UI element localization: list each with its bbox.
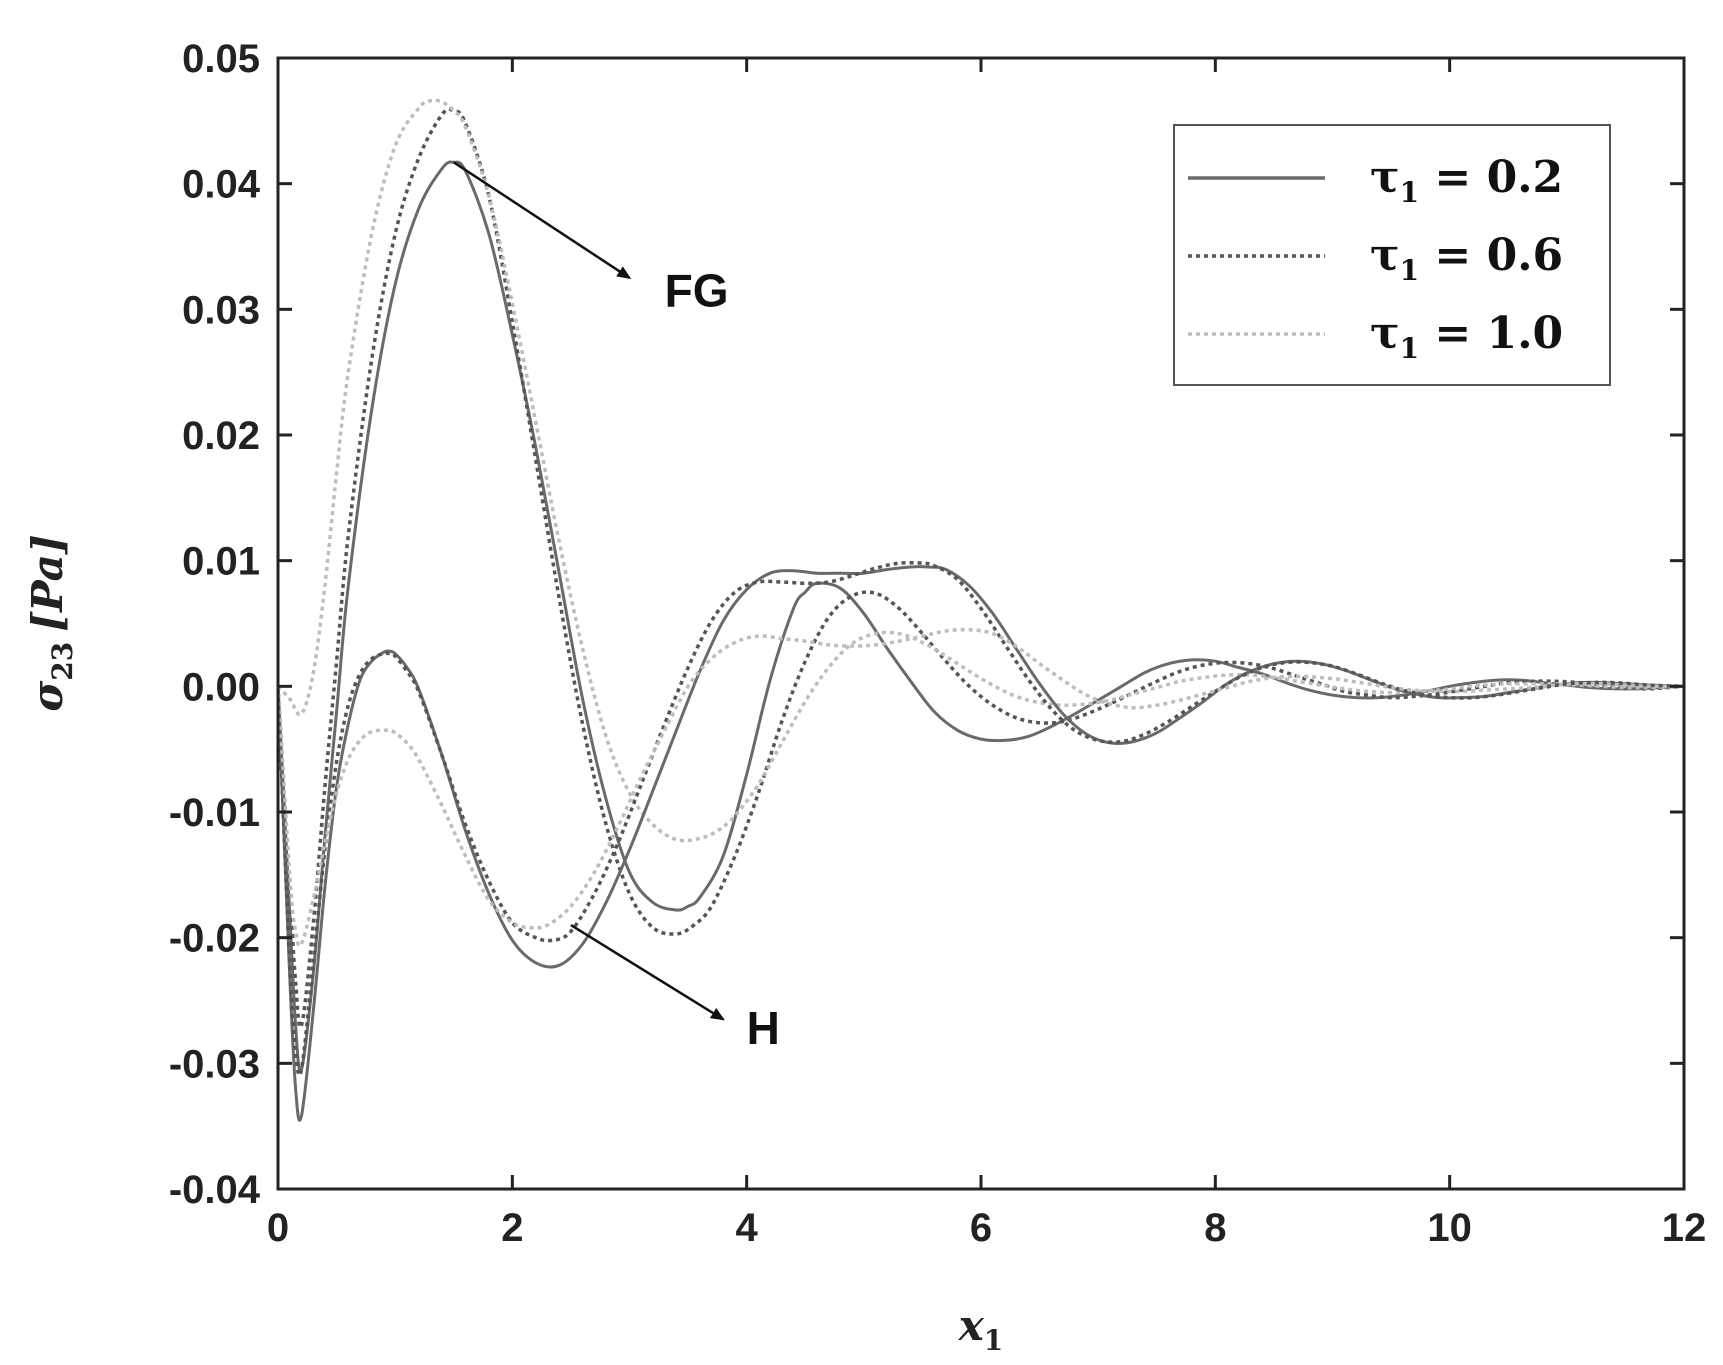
x-axis-label-main: x bbox=[958, 1301, 985, 1350]
x-axis-label: x1 bbox=[958, 1301, 1004, 1357]
x-tick-label: 8 bbox=[1204, 1206, 1226, 1250]
x-tick-label: 2 bbox=[501, 1206, 523, 1250]
y-tick-label: 0.02 bbox=[182, 414, 260, 458]
y-tick-label: -0.03 bbox=[169, 1042, 260, 1086]
y-axis-label-sub: 23 bbox=[46, 642, 79, 681]
series-line-h-tau-1 bbox=[278, 627, 1684, 948]
y-axis-label-main: σ bbox=[23, 681, 72, 712]
x-tick-label: 6 bbox=[970, 1206, 992, 1250]
y-tick-label: 0.01 bbox=[182, 540, 260, 584]
series-layer bbox=[278, 98, 1684, 1122]
annotation-arrow-h bbox=[570, 924, 725, 1021]
legend-label: τ1 = 1.0 bbox=[1370, 308, 1563, 365]
legend: τ1 = 0.2 τ1 = 0.6 τ1 = 1.0 bbox=[1173, 124, 1611, 386]
x-tick-label: 10 bbox=[1427, 1206, 1472, 1250]
annotation-arrow-fg bbox=[453, 161, 632, 280]
series-line-h-tau-0-6 bbox=[278, 560, 1684, 1078]
legend-label: τ1 = 0.6 bbox=[1370, 230, 1563, 287]
x-tick-label: 4 bbox=[736, 1206, 759, 1250]
tick-layer: 0 2 4 6 8 10 12 -0.04 -0.03 -0.02 -0.01 0.00 0.01 0.0… bbox=[169, 37, 1706, 1250]
y-tick-label: 0.04 bbox=[182, 163, 261, 207]
annotation-layer: FG H bbox=[453, 161, 780, 1054]
y-tick-label: 0.00 bbox=[182, 665, 260, 709]
y-axis-label-unit: [Pa] bbox=[23, 534, 72, 631]
x-tick-label: 0 bbox=[267, 1206, 289, 1250]
x-tick-label: 12 bbox=[1662, 1206, 1707, 1250]
y-tick-label: -0.04 bbox=[169, 1168, 261, 1212]
y-tick-label: -0.02 bbox=[169, 917, 260, 961]
annotation-label-h: H bbox=[747, 1002, 780, 1054]
series-line-h-tau-0-2 bbox=[278, 565, 1684, 1122]
y-tick-label: -0.01 bbox=[169, 791, 260, 835]
y-tick-label: 0.05 bbox=[182, 37, 260, 81]
annotation-label-fg: FG bbox=[665, 264, 729, 316]
legend-label: τ1 = 0.2 bbox=[1370, 152, 1563, 209]
series-line-fg-tau-0-6 bbox=[278, 107, 1684, 1030]
y-tick-label: 0.03 bbox=[182, 288, 260, 332]
x-axis-label-sub: 1 bbox=[984, 1324, 1003, 1357]
y-axis-label: σ23 [Pa] bbox=[23, 534, 79, 711]
